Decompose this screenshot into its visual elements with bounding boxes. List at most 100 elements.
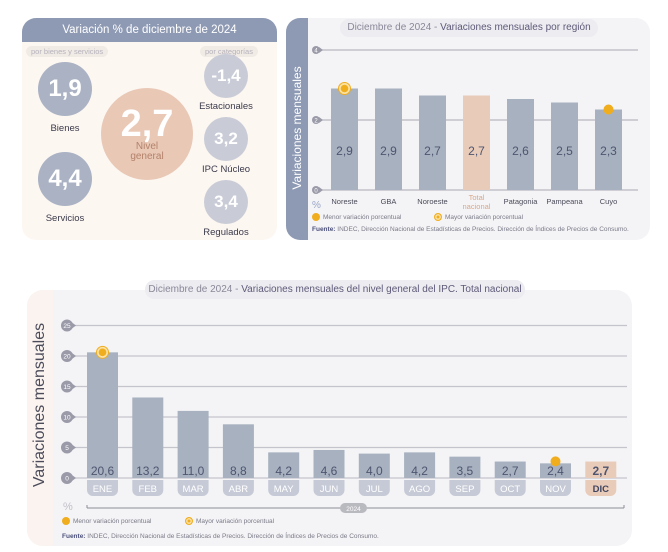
- month-tab: [132, 480, 164, 496]
- category-label: Cuyo: [600, 197, 618, 206]
- category-label: DIC: [593, 484, 610, 495]
- month-tab: [585, 480, 617, 496]
- bar: [375, 88, 402, 190]
- core-label: IPC Núcleo: [201, 164, 251, 175]
- bar-value-label: 2,9: [380, 144, 397, 158]
- legend-max-label: Mayor variación porcentual: [445, 213, 524, 221]
- bar-value-label: 2,7: [468, 144, 485, 158]
- category-label: nacional: [463, 202, 491, 211]
- bar: [268, 452, 300, 478]
- bar: [540, 463, 571, 478]
- category-label: JUN: [320, 484, 339, 495]
- y-tick-label: 20: [63, 354, 71, 361]
- summary-panel: Variación % de diciembre de 2024 por bie…: [22, 18, 277, 240]
- chip-goods-services: por bienes y servicios: [26, 46, 109, 57]
- y-tick-label: 15: [63, 384, 71, 391]
- title-prefix: Diciembre de 2024 -: [347, 22, 441, 33]
- category-label: FEB: [139, 484, 157, 495]
- summary-title: Variación % de diciembre de 2024: [22, 18, 277, 42]
- y-tick-badge: [61, 319, 73, 332]
- y-tick-label: 4: [314, 49, 318, 55]
- min-marker: [550, 456, 561, 467]
- y-tick-badge: [312, 116, 320, 124]
- y-tick-badge: [312, 46, 320, 54]
- month-tab: [177, 480, 209, 496]
- y-unit-label: %: [312, 200, 321, 211]
- bar: [595, 109, 622, 190]
- bar-value-label: 4,6: [321, 464, 338, 478]
- bar-value-label: 8,8: [230, 464, 247, 478]
- bar: [585, 461, 617, 478]
- seasonal-label: Estacionales: [199, 101, 253, 112]
- month-tab: [404, 480, 436, 496]
- regulated-circle: 3,4: [204, 180, 248, 224]
- y-tick-pointer: [72, 322, 76, 329]
- month-tab: [268, 480, 300, 496]
- region-legend-max: Mayor variación porcentual: [434, 213, 523, 221]
- y-tick-badge: [61, 380, 73, 393]
- y-tick-badge: [61, 472, 73, 484]
- general-label-2: general: [130, 151, 164, 162]
- month-tab: [222, 480, 254, 496]
- regulated-label: Regulados: [203, 227, 249, 238]
- bar-value-label: 20,6: [91, 464, 115, 478]
- core-value: 3,2: [214, 129, 238, 148]
- y-tick-pointer: [319, 187, 323, 193]
- chip-categories: por categorías: [200, 46, 258, 57]
- monthly-legend-min: Menor variación porcentual: [62, 517, 151, 525]
- y-tick-label: 0: [314, 189, 318, 195]
- y-tick-pointer: [72, 414, 76, 420]
- bar: [222, 424, 254, 478]
- bar-value-label: 4,2: [411, 464, 428, 478]
- month-tab: [313, 480, 345, 496]
- y-tick-label: 25: [63, 323, 71, 330]
- source-text: INDEC, Dirección Nacional de Estadística…: [85, 533, 379, 540]
- seasonal-value: -1,4: [211, 66, 241, 85]
- category-label: GBA: [381, 197, 397, 206]
- bar: [87, 352, 118, 478]
- y-tick-pointer: [319, 47, 323, 53]
- bar-value-label: 2,7: [502, 464, 519, 478]
- category-label: ABR: [229, 484, 249, 495]
- year-badge: [340, 503, 367, 513]
- y-tick-pointer: [72, 475, 76, 481]
- bar: [507, 99, 534, 190]
- bar-value-label: 4,2: [275, 464, 292, 478]
- general-value: 2,7: [120, 103, 174, 145]
- services-label: Servicios: [45, 213, 85, 224]
- region-legend-min: Menor variación porcentual: [312, 213, 401, 221]
- bar: [404, 452, 436, 478]
- category-label: JUL: [366, 484, 383, 495]
- category-label: MAY: [274, 484, 295, 495]
- title-prefix: Diciembre de 2024 -: [148, 284, 242, 295]
- region-chart-ylabel-bar: Variaciones mensuales: [286, 18, 308, 240]
- monthly-chart-panel: [27, 290, 632, 546]
- seasonal-circle: -1,4: [204, 54, 248, 98]
- y-tick-label: 0: [65, 476, 69, 483]
- services-value: 4,4: [48, 165, 82, 192]
- bar-value-label: 2,7: [424, 144, 441, 158]
- year-label: 2024: [346, 506, 361, 513]
- max-marker-core: [98, 348, 107, 357]
- category-label: NOV: [545, 484, 566, 495]
- category-label: OCT: [500, 484, 520, 495]
- region-chart-panel: Variaciones mensuales 0 2 4% 2,9 Noreste 2,9 G…: [286, 18, 650, 240]
- y-tick-pointer: [72, 353, 76, 359]
- goods-label: Bienes: [50, 123, 80, 134]
- source-text: INDEC, Dirección Nacional de Estadística…: [335, 226, 629, 233]
- monthly-source: Fuente: INDEC, Dirección Nacional de Est…: [62, 533, 379, 540]
- y-tick-badge: [61, 350, 73, 362]
- bar-value-label: 2,7: [592, 464, 609, 478]
- bar-value-label: 2,9: [336, 144, 353, 158]
- y-tick-label: 2: [314, 119, 318, 125]
- category-label: Patagonia: [504, 197, 539, 206]
- bar: [177, 410, 209, 478]
- bar-value-label: 2,5: [556, 144, 573, 158]
- bar-value-label: 3,5: [457, 464, 474, 478]
- y-tick-pointer: [72, 383, 76, 390]
- bar: [551, 102, 578, 190]
- bar: [358, 453, 390, 478]
- regulated-value: 3,4: [214, 192, 238, 211]
- goods-value: 1,9: [48, 75, 82, 102]
